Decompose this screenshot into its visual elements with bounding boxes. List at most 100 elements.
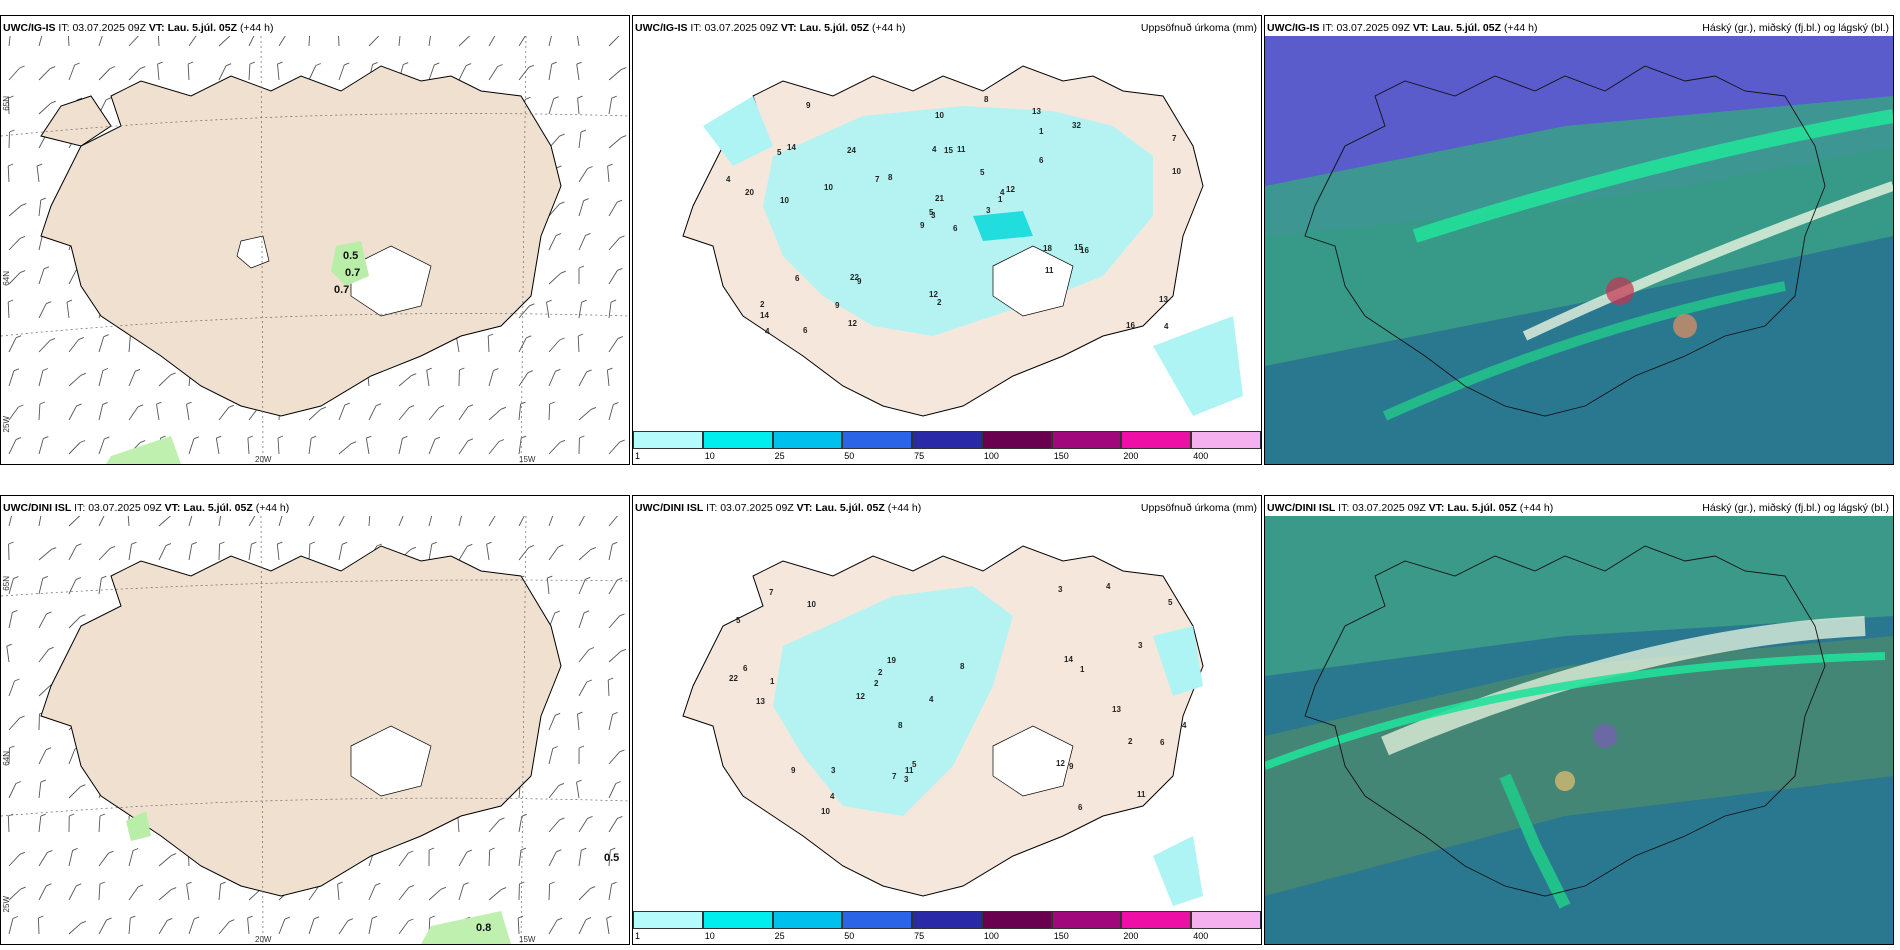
panel-header: UWC/DINI ISL IT: 03.07.2025 09Z VT: Lau.… [1267,501,1889,515]
precip-value-label: 15 [1074,243,1083,252]
wind-barb-tick [578,265,585,269]
init-label: IT: [58,22,70,34]
wind-barb-tick [160,435,166,439]
glacier-langjokull [236,235,270,269]
wind-barb [518,516,525,527]
colorbar-swatch [1121,431,1192,449]
wind-barb-tick [79,440,86,443]
wind-barb-tick [619,613,625,617]
wind-barb [608,237,620,251]
green-area [331,241,369,286]
wind-barb-tick [410,546,417,550]
precip-value-label: 4 [1000,188,1005,197]
precip-value-label: 4 [1182,721,1187,730]
wind-barb-tick [559,133,565,137]
wind-barb [308,886,319,901]
precip-panel-dini: UWC/DINI ISL IT: 03.07.2025 09Z VT: Lau.… [632,495,1262,945]
precip-map: 3251149131014861219112273451632101289471… [682,545,1204,906]
wind-barb-tick [371,915,378,919]
wind-barb-tick [186,401,192,405]
wind-barb-tick [99,813,106,817]
precip-value-label: 4 [765,327,770,336]
lead-time: (+44 h) [255,502,290,514]
iceland-outline [1304,545,1826,897]
colorbar-swatch [1121,911,1192,929]
wind-barb [37,917,40,935]
wind-barb [517,917,520,935]
glacier [992,725,1074,797]
wind-barb [398,852,409,867]
wind-barb [38,816,42,833]
wind-barb-tick [12,916,19,919]
wind-barb [8,783,17,799]
wind-barb-tick [459,367,465,371]
wind-barb [66,302,70,319]
wind-barb [608,69,622,81]
wind-barb-tick [590,546,597,550]
wind-barb-tick [109,66,116,69]
wind-barb [157,64,160,81]
precip-area [1153,316,1243,416]
wind-barb-tick [130,915,136,919]
wind-barb [38,438,44,455]
wind-panel-dini: UWC/DINI ISL IT: 03.07.2025 09Z VT: Lau.… [0,495,630,945]
wind-barb [68,339,80,353]
wind-barb-tick [50,66,56,70]
colorbar-label: 150 [1053,931,1069,941]
wind-barb-tick [309,541,316,545]
wind-barb [608,404,614,421]
wind-barb-tick [559,817,565,821]
wind-barb [188,36,197,47]
wind-barb-tick [99,881,106,885]
valid-label: VT: [780,22,797,34]
mid-cloud-area [1265,516,1893,676]
wind-barb [38,340,51,353]
precip-value-label: 1 [998,195,1003,204]
wind-barb-tick [556,917,563,921]
wind-barb-tick [40,813,46,817]
wind-barb [518,438,522,455]
precip-value-label: 4 [932,145,937,154]
wind-barb-tick [40,779,46,783]
mid-cloud-area [1265,636,1893,896]
wind-barb [458,406,469,421]
wind-barb-tick [583,198,589,202]
colorbar-swatch [981,431,1052,449]
glacier-vatnajokull [350,245,432,317]
wind-barb [426,370,430,387]
wind-barb-tick [315,63,321,66]
lead-time: (+44 h) [239,22,274,34]
wind-barb-tick [612,711,618,715]
wind-barb-tick [497,64,503,67]
wind-barb [68,786,81,799]
wind-barb-tick [277,435,284,439]
wind-barb [518,850,522,867]
high-cloud-band [1522,181,1893,341]
wind-barb-tick [577,711,583,715]
wind-barb [38,303,47,319]
wind-barb-tick [187,61,194,65]
wind-barb [577,98,580,115]
precip-value-label: 7 [875,175,880,184]
wind-barb [68,64,76,81]
wind-barb-tick [583,610,590,614]
colorbar-label: 1 [635,451,641,461]
wind-barb [308,65,317,81]
wind-barb-tick [311,435,317,439]
wind-barb-tick [549,401,555,405]
wind-barb [458,65,467,81]
wind-barb-tick [519,881,525,885]
wind-barb [577,335,580,353]
precip-value-label: 4 [726,175,731,184]
precip-value-label: 2 [760,300,765,309]
wind-barb-tick [429,915,435,919]
wind-barb-tick [80,784,86,788]
wind-barb [548,441,561,455]
precip-value-label: 18 [1043,244,1052,253]
precip-area [773,586,1013,816]
wind-barb-tick [617,815,623,819]
model-name: UWC/DINI ISL [1267,502,1336,514]
wind-barb-tick [36,163,43,167]
wind-barb-tick [556,849,562,853]
wind-barb-tick [15,781,22,784]
